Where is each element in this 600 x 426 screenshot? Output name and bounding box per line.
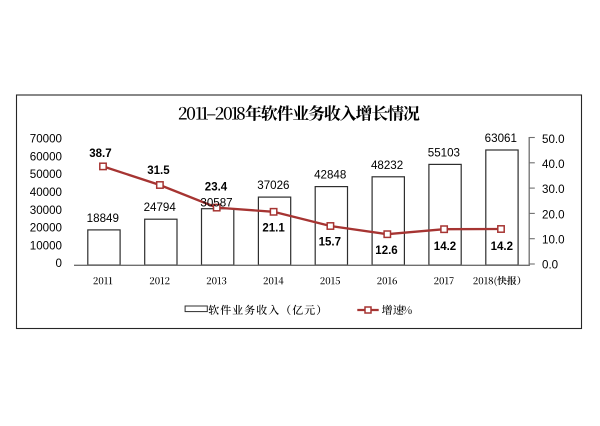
svg-text:23.4: 23.4 xyxy=(205,182,228,194)
svg-text:20.0: 20.0 xyxy=(542,208,565,221)
svg-text:60000: 60000 xyxy=(30,150,62,163)
svg-text:30587: 30587 xyxy=(200,196,232,209)
svg-text:70000: 70000 xyxy=(30,133,62,146)
svg-text:55103: 55103 xyxy=(428,146,460,159)
svg-text:14.2: 14.2 xyxy=(434,241,456,253)
svg-text:24794: 24794 xyxy=(144,201,177,214)
svg-text:40000: 40000 xyxy=(30,186,62,199)
svg-text:38.7: 38.7 xyxy=(89,148,111,160)
svg-text:31.5: 31.5 xyxy=(147,165,170,177)
svg-text:0: 0 xyxy=(56,257,62,270)
svg-text:0.0: 0.0 xyxy=(542,259,558,272)
svg-text:30000: 30000 xyxy=(30,204,62,217)
svg-text:63061: 63061 xyxy=(485,132,517,145)
svg-text:10.0: 10.0 xyxy=(542,233,565,246)
svg-text:48232: 48232 xyxy=(371,159,403,172)
svg-text:40.0: 40.0 xyxy=(542,158,565,171)
svg-text:30.0: 30.0 xyxy=(542,183,565,196)
svg-text:15.7: 15.7 xyxy=(319,237,341,249)
svg-text:50000: 50000 xyxy=(30,168,62,181)
svg-text:18849: 18849 xyxy=(87,212,119,225)
svg-text:21.1: 21.1 xyxy=(262,222,285,234)
svg-text:12.6: 12.6 xyxy=(375,245,397,257)
svg-text:50.0: 50.0 xyxy=(542,133,565,146)
svg-text:14.2: 14.2 xyxy=(491,241,513,253)
svg-text:37026: 37026 xyxy=(257,179,289,192)
svg-text:20000: 20000 xyxy=(30,222,62,235)
svg-text:42848: 42848 xyxy=(314,169,346,182)
svg-text:10000: 10000 xyxy=(30,239,62,252)
